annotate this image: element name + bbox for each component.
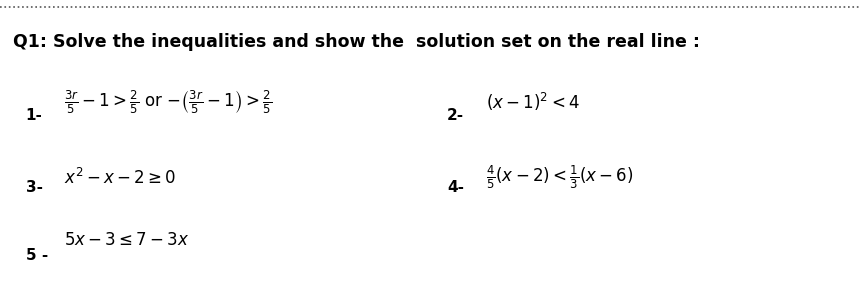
Text: $5x - 3 \leq 7 - 3x$: $5x - 3 \leq 7 - 3x$ (64, 231, 190, 249)
Text: Q1: Solve the inequalities and show the  solution set on the real line :: Q1: Solve the inequalities and show the … (13, 33, 700, 51)
Text: $\frac{4}{5}(x - 2) < \frac{1}{3}(x - 6)$: $\frac{4}{5}(x - 2) < \frac{1}{3}(x - 6)… (486, 164, 634, 191)
Text: 5 -: 5 - (26, 248, 48, 263)
Text: $\frac{3r}{5} - 1 > \frac{2}{5}$ or $- \left(\frac{3r}{5} - 1\right) > \frac{2}{: $\frac{3r}{5} - 1 > \frac{2}{5}$ or $- \… (64, 89, 273, 116)
Text: 4-: 4- (447, 180, 464, 195)
Text: 2-: 2- (447, 108, 464, 122)
Text: 1-: 1- (26, 108, 43, 122)
Text: $(x - 1)^2 < 4$: $(x - 1)^2 < 4$ (486, 91, 580, 113)
Text: 3-: 3- (26, 180, 43, 195)
Text: $x^2 - x - 2 \geq 0$: $x^2 - x - 2 \geq 0$ (64, 168, 176, 187)
